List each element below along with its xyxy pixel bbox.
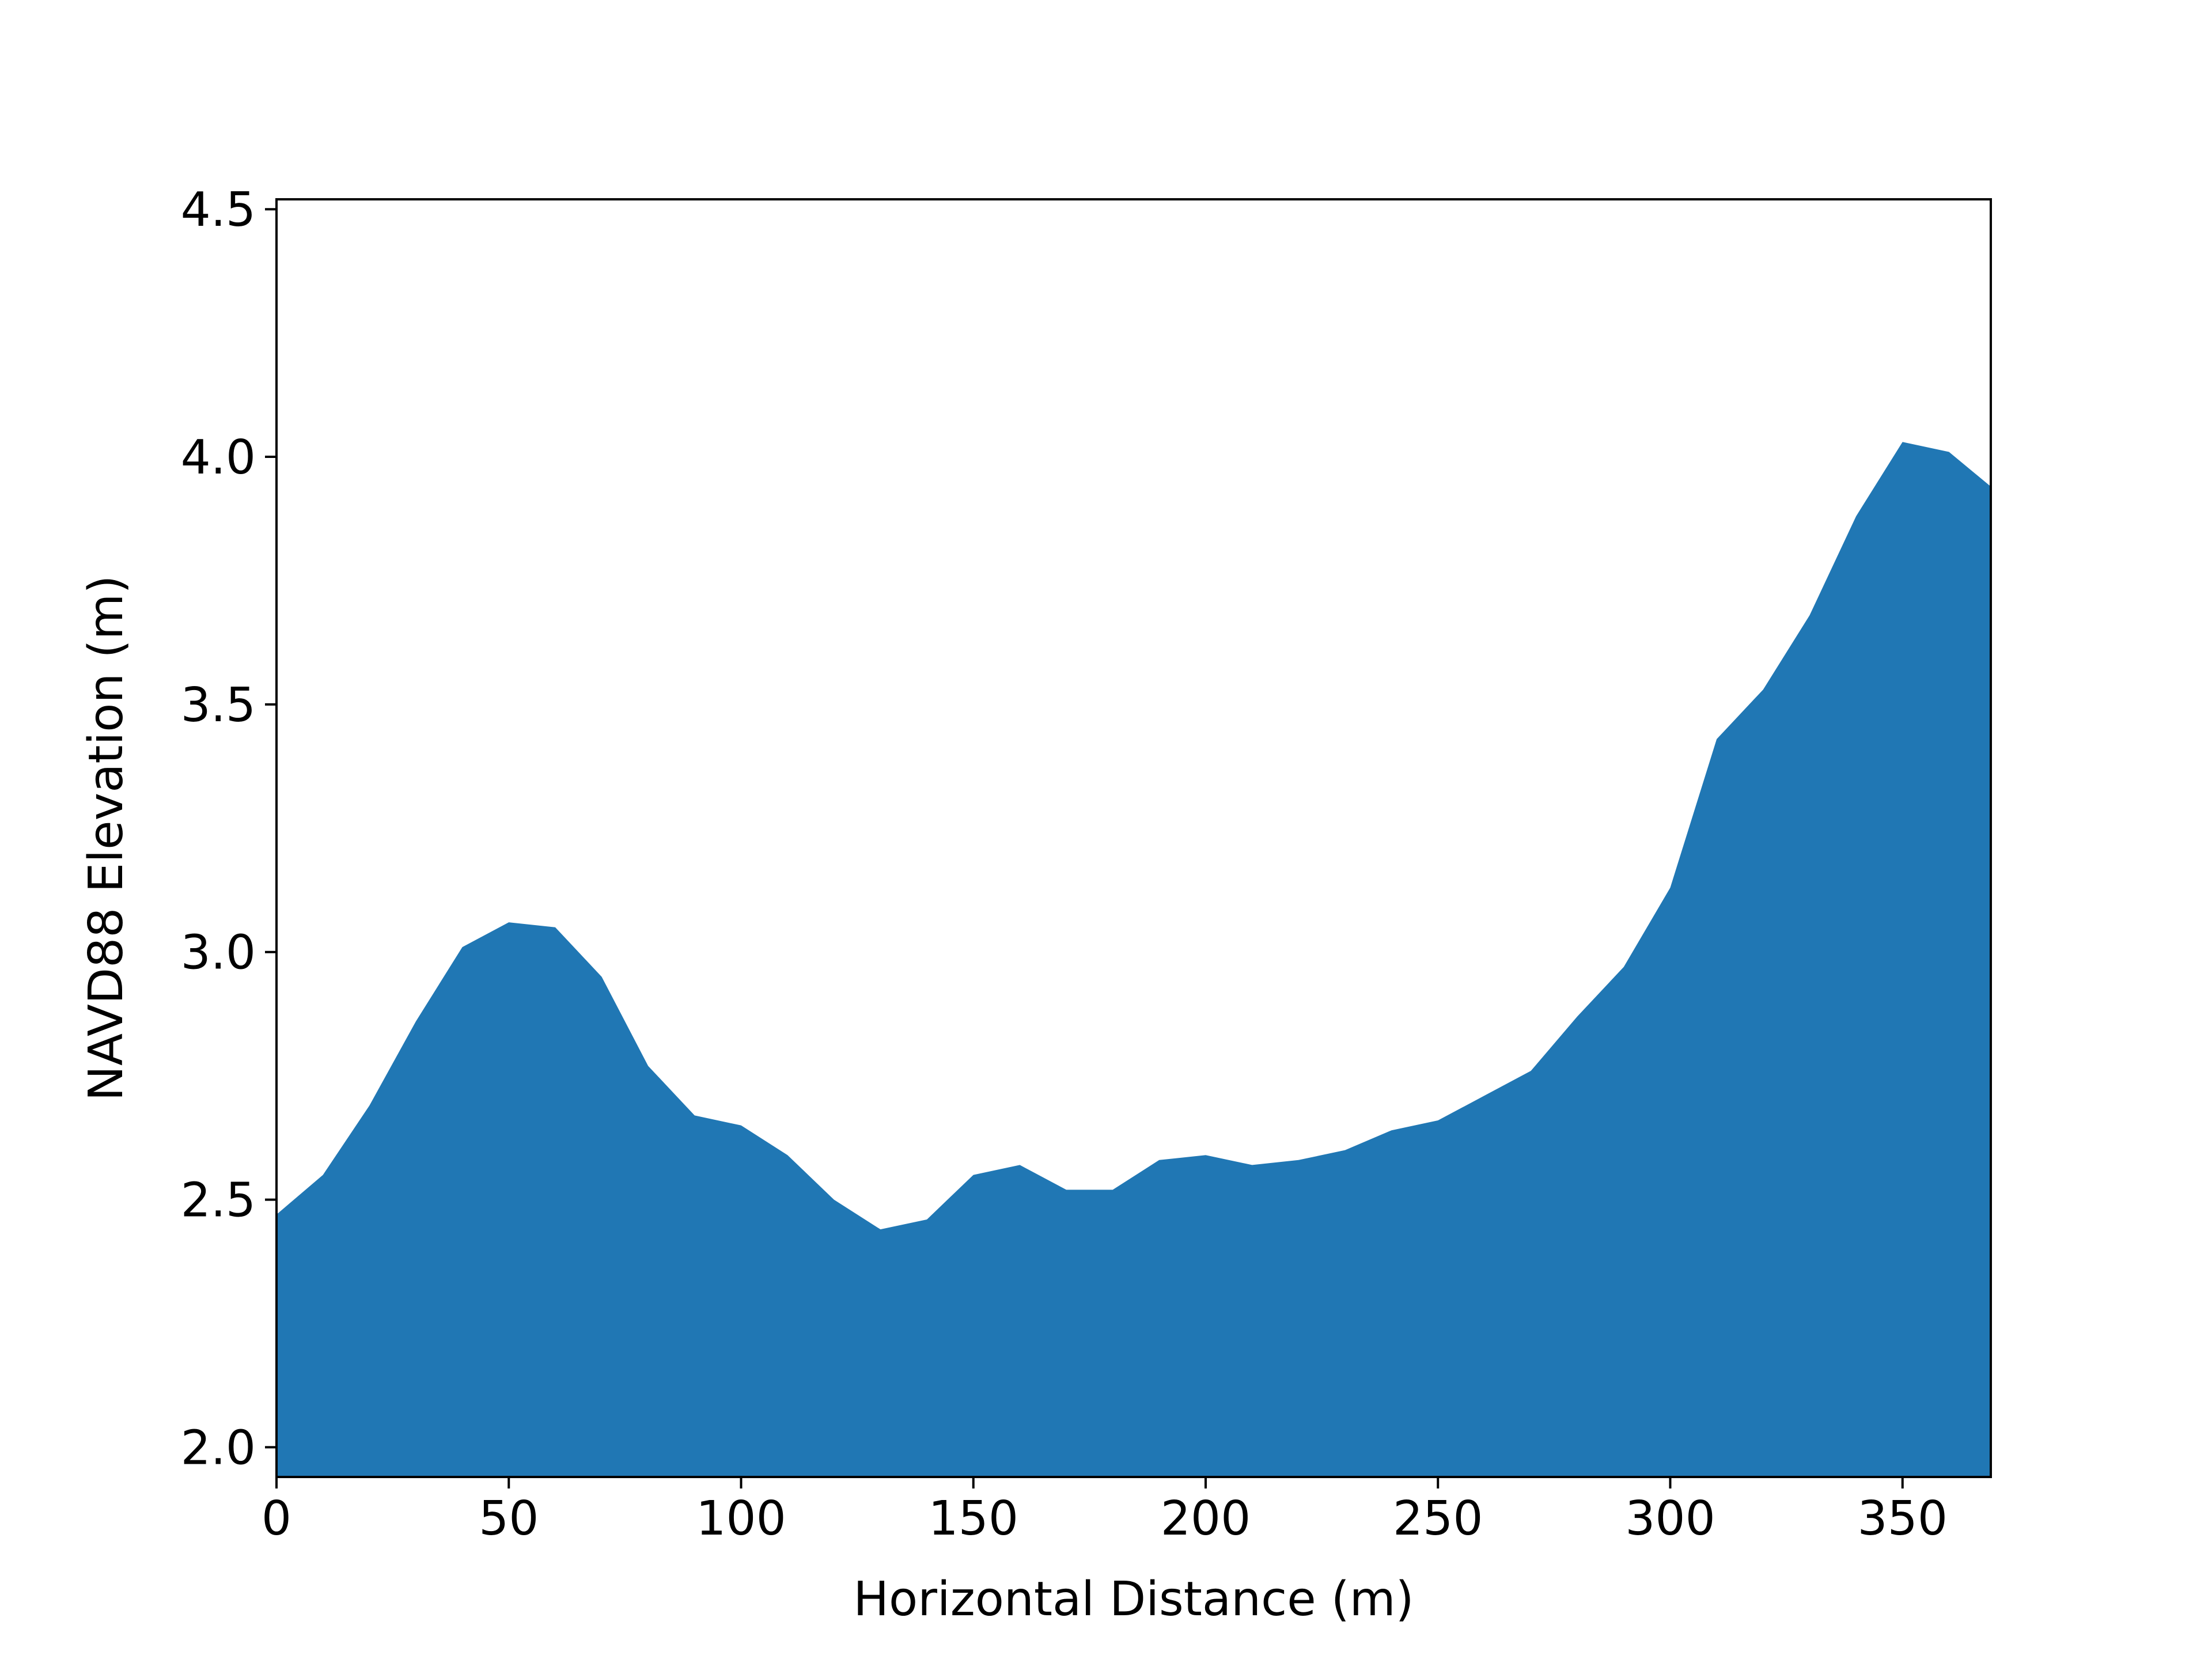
x-tick-label: 150 (928, 1491, 1018, 1546)
y-axis-ticks: 2.0 2.5 3.0 3.5 4.0 4.5 (181, 183, 276, 1475)
plot-frame (275, 198, 1992, 1478)
x-tick-label: 200 (1161, 1491, 1251, 1546)
x-tick-label: 350 (1858, 1491, 1948, 1546)
y-tick-label: 3.0 (181, 926, 256, 980)
series-layer (276, 442, 1991, 1477)
y-axis-label: NAVD88 Elevation (m) (79, 575, 134, 1101)
x-axis-label: Horizontal Distance (m) (853, 1572, 1414, 1627)
elevation-area-0 (276, 442, 1991, 1477)
y-tick-label: 2.5 (181, 1173, 256, 1228)
y-tick-label: 4.0 (181, 430, 256, 485)
x-tick-label: 100 (696, 1491, 786, 1546)
x-axis-ticks: 0 50 100 150 200 250 300 350 (262, 1477, 1948, 1546)
x-tick-label: 300 (1625, 1491, 1715, 1546)
x-tick-label: 0 (262, 1491, 291, 1546)
x-tick-label: 250 (1393, 1491, 1483, 1546)
y-tick-label: 3.5 (181, 678, 256, 733)
y-tick-label: 2.0 (181, 1421, 256, 1475)
y-tick-label: 4.5 (181, 183, 256, 237)
x-tick-label: 50 (479, 1491, 539, 1546)
